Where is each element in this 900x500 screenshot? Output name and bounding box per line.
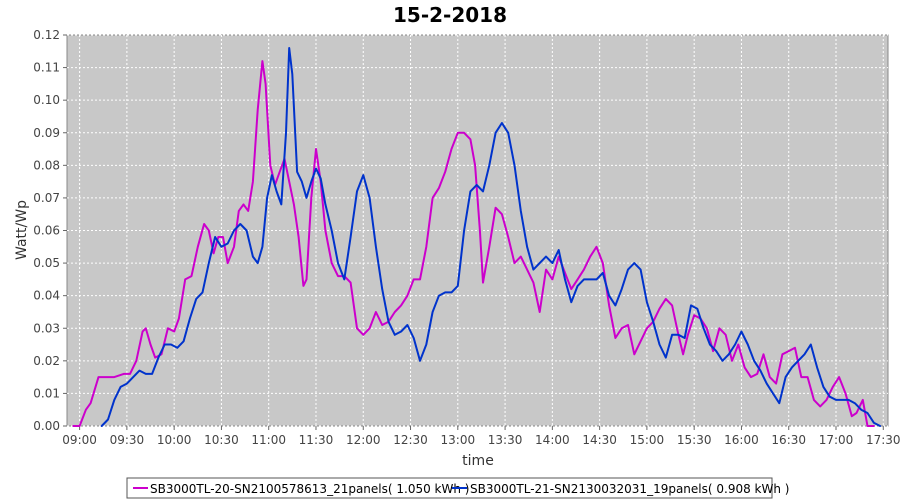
y-tick-label: 0.10: [33, 93, 60, 107]
y-axis: 0.00 0.01 0.02 0.03 0.04 0.05 0.06 0.07 0.08 0.09…: [33, 28, 67, 433]
y-tick-label: 0.03: [33, 321, 60, 335]
x-tick-label: 09:00: [62, 433, 97, 447]
y-tick-label: 0.02: [33, 354, 60, 368]
x-axis-label: time: [462, 453, 494, 469]
x-tick-label: 17:00: [819, 433, 854, 447]
x-tick-label: 15:00: [630, 433, 665, 447]
x-axis: 09:00 09:30 10:00 10:30 11:00 11:30 12:00 12:30…: [62, 426, 900, 447]
x-tick-label: 16:30: [771, 433, 806, 447]
series-line-2: [100, 47, 882, 427]
x-tick-label: 12:30: [393, 433, 428, 447]
legend-label-series-2: SB3000TL-21-SN2130032031_19panels( 0.908…: [470, 482, 789, 496]
x-tick-label: 13:30: [488, 433, 523, 447]
x-tick-label: 14:00: [535, 433, 570, 447]
x-tick-label: 12:00: [346, 433, 381, 447]
legend: SB3000TL-20-SN2100578613_21panels( 1.050…: [126, 477, 789, 499]
x-tick-label: 17:30: [866, 433, 900, 447]
y-tick-label: 0.06: [33, 224, 60, 238]
y-tick-label: 0.04: [33, 289, 60, 303]
x-tick-label: 11:30: [299, 433, 334, 447]
x-tick-label: 15:30: [677, 433, 712, 447]
x-tick-label: 13:00: [441, 433, 476, 447]
y-tick-label: 0.09: [33, 126, 60, 140]
legend-label-series-1: SB3000TL-20-SN2100578613_21panels( 1.050…: [150, 482, 469, 496]
y-tick-label: 0.01: [33, 386, 60, 400]
y-tick-label: 0.05: [33, 256, 60, 270]
y-tick-label: 0.11: [33, 61, 60, 75]
x-tick-label: 10:30: [204, 433, 239, 447]
x-tick-label: 11:00: [251, 433, 286, 447]
y-tick-label: 0.00: [33, 419, 60, 433]
y-axis-label: Watt/Wp: [14, 200, 30, 260]
y-tick-label: 0.08: [33, 158, 60, 172]
legend-box: [126, 477, 773, 499]
y-tick-label: 0.07: [33, 191, 60, 205]
series-group: [72, 47, 882, 427]
x-tick-label: 09:30: [110, 433, 145, 447]
x-tick-label: 10:00: [157, 433, 192, 447]
x-tick-label: 16:00: [724, 433, 759, 447]
chart-title: 15-2-2018: [393, 3, 507, 27]
y-tick-label: 0.12: [33, 28, 60, 42]
x-tick-label: 14:30: [582, 433, 617, 447]
grid: [67, 34, 888, 427]
